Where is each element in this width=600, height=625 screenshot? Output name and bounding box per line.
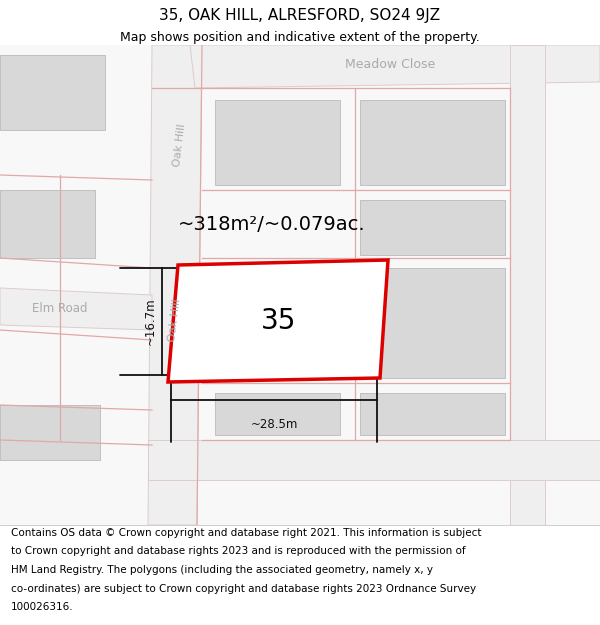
Text: Oak Hill: Oak Hill bbox=[172, 123, 188, 167]
Polygon shape bbox=[0, 288, 152, 330]
Text: Elm Road: Elm Road bbox=[32, 301, 88, 314]
Bar bbox=[215, 100, 340, 185]
Text: 100026316.: 100026316. bbox=[11, 602, 73, 612]
Bar bbox=[215, 393, 340, 435]
Text: Oak Hill: Oak Hill bbox=[167, 298, 182, 342]
Polygon shape bbox=[148, 45, 202, 525]
Bar bbox=[215, 270, 340, 378]
Polygon shape bbox=[190, 45, 600, 88]
Polygon shape bbox=[510, 45, 545, 525]
Bar bbox=[0, 190, 95, 258]
Bar bbox=[0, 55, 105, 130]
Text: ~318m²/~0.079ac.: ~318m²/~0.079ac. bbox=[178, 216, 365, 234]
Text: 35, OAK HILL, ALRESFORD, SO24 9JZ: 35, OAK HILL, ALRESFORD, SO24 9JZ bbox=[160, 8, 440, 23]
Bar bbox=[360, 393, 505, 435]
Text: Map shows position and indicative extent of the property.: Map shows position and indicative extent… bbox=[120, 31, 480, 44]
Text: to Crown copyright and database rights 2023 and is reproduced with the permissio: to Crown copyright and database rights 2… bbox=[11, 546, 466, 556]
Text: ~16.7m: ~16.7m bbox=[143, 298, 157, 345]
Text: Contains OS data © Crown copyright and database right 2021. This information is : Contains OS data © Crown copyright and d… bbox=[11, 528, 481, 538]
Polygon shape bbox=[168, 260, 388, 382]
Text: HM Land Registry. The polygons (including the associated geometry, namely x, y: HM Land Registry. The polygons (includin… bbox=[11, 565, 433, 575]
Text: 35: 35 bbox=[261, 308, 296, 335]
Polygon shape bbox=[148, 440, 600, 480]
Bar bbox=[360, 200, 505, 255]
Text: ~28.5m: ~28.5m bbox=[250, 418, 298, 431]
Text: co-ordinates) are subject to Crown copyright and database rights 2023 Ordnance S: co-ordinates) are subject to Crown copyr… bbox=[11, 584, 476, 594]
Bar bbox=[360, 268, 505, 378]
Bar bbox=[360, 100, 505, 185]
Bar bbox=[0, 405, 100, 460]
Text: Meadow Close: Meadow Close bbox=[345, 59, 435, 71]
